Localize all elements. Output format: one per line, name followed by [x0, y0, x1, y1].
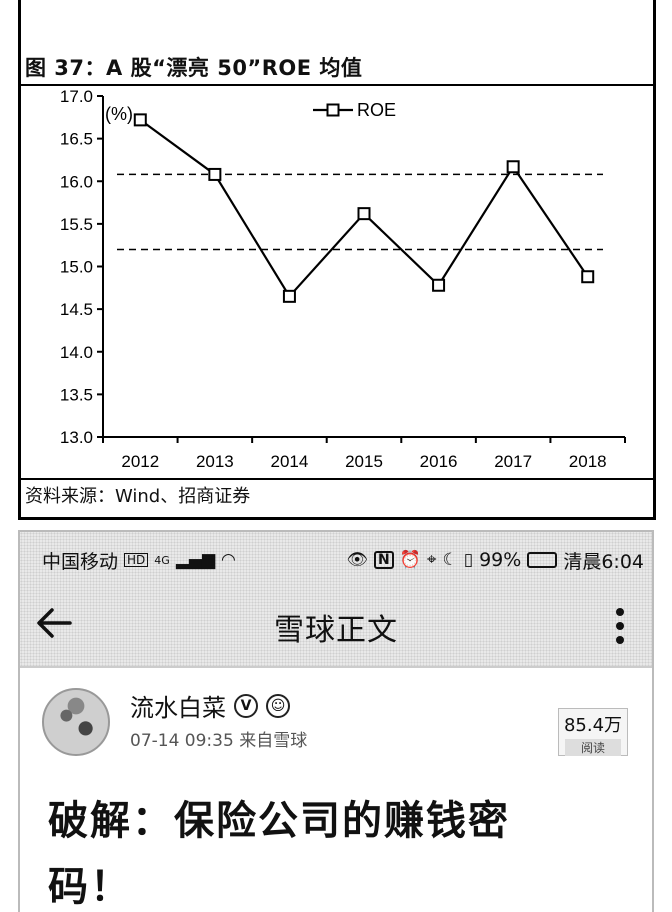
verified-badge-icon: V: [234, 693, 258, 718]
x-tick-label: 2017: [494, 452, 532, 471]
chart-source-divider: [21, 478, 653, 480]
network-type-label: 4G: [154, 553, 170, 567]
hd-icon: HD: [124, 553, 149, 567]
article-title: 破解：保险公司的赚钱密码！: [48, 798, 510, 910]
status-time: 清晨6:04: [563, 550, 644, 573]
post-meta: 07-14 09:35 来自雪球: [130, 731, 308, 751]
data-point-roe: [133, 113, 147, 127]
legend-marker: [326, 103, 340, 117]
read-count: 85.4万: [563, 715, 623, 736]
status-right: 👁 N ⏰ ⌖ ☾ ▯ 99% 清晨6:04: [346, 547, 644, 574]
nav-title: 雪球正文: [274, 613, 398, 648]
y-tick-label: 15.5: [60, 215, 93, 234]
author-name[interactable]: 流水白菜: [130, 694, 226, 722]
data-point-roe: [581, 270, 595, 284]
more-options-icon[interactable]: [614, 604, 626, 648]
chart-title: 图 37：A 股“漂亮 50”ROE 均值: [25, 56, 363, 80]
data-point-roe: [208, 167, 222, 181]
y-tick-label: 13.5: [60, 385, 93, 404]
vibrate-icon: ▯: [463, 549, 474, 570]
battery-percent: 99%: [479, 549, 522, 571]
data-point-roe: [506, 160, 520, 174]
y-tick-label: 14.5: [60, 300, 93, 319]
author-row: 流水白菜 V ☺: [130, 688, 290, 723]
y-tick-label: 14.0: [60, 343, 93, 362]
location-icon: ⌖: [426, 549, 437, 570]
chart-title-divider: [21, 84, 653, 86]
legend-label: ROE: [357, 100, 396, 120]
x-tick-label: 2013: [196, 452, 234, 471]
y-tick-label: 13.0: [60, 428, 93, 447]
data-point-roe: [432, 278, 446, 292]
x-tick-label: 2018: [569, 452, 607, 471]
read-count-badge: 85.4万 阅读: [558, 708, 628, 756]
eye-icon: 👁: [346, 549, 369, 570]
x-tick-label: 2016: [420, 452, 458, 471]
phone-screen: 中国移动 HD 4G ▂▄▆ ◠ 👁 N ⏰ ⌖ ☾ ▯ 99% 清晨6:04 …: [18, 530, 654, 912]
read-count-label: 阅读: [565, 739, 621, 756]
status-bar: 中国移动 HD 4G ▂▄▆ ◠ 👁 N ⏰ ⌖ ☾ ▯ 99% 清晨6:04: [20, 532, 652, 588]
signal-icon: ▂▄▆: [175, 549, 216, 570]
x-tick-label: 2015: [345, 452, 383, 471]
roe-line-chart: 13.0 13.5 14.0 14.5 15.0 15.5 16.0 16.5 17.0 (%) 2…: [60, 87, 626, 471]
smiley-badge-icon: ☺: [266, 693, 290, 718]
y-unit-label: (%): [105, 104, 133, 124]
y-tick-label: 15.0: [60, 258, 93, 277]
nfc-icon: N: [374, 551, 394, 569]
data-point-roe: [282, 289, 296, 303]
x-tick-label: 2012: [121, 452, 159, 471]
chart-card: 图 37：A 股“漂亮 50”ROE 均值 13.0 13.5 14.0 14.5 15…: [18, 0, 656, 520]
chart-source: 资料来源：Wind、招商证券: [25, 486, 251, 507]
nav-bar: 雪球正文: [20, 590, 652, 664]
y-tick-label: 17.0: [60, 87, 93, 106]
data-point-roe: [357, 207, 371, 221]
alarm-icon: ⏰: [399, 549, 421, 570]
y-tick-label: 16.0: [60, 172, 93, 191]
x-tick-label: 2014: [271, 452, 309, 471]
author-avatar[interactable]: [42, 688, 110, 756]
post-content: 流水白菜 V ☺ 07-14 09:35 来自雪球 85.4万 阅读 破解：保险…: [20, 666, 652, 912]
wifi-icon: ◠: [221, 549, 236, 570]
status-left: 中国移动 HD 4G ▂▄▆ ◠: [42, 547, 236, 574]
carrier-label: 中国移动: [42, 550, 119, 573]
y-tick-label: 16.5: [60, 130, 93, 149]
back-arrow-icon[interactable]: [30, 598, 80, 648]
battery-icon: [527, 552, 558, 568]
moon-icon: ☾: [442, 549, 458, 570]
